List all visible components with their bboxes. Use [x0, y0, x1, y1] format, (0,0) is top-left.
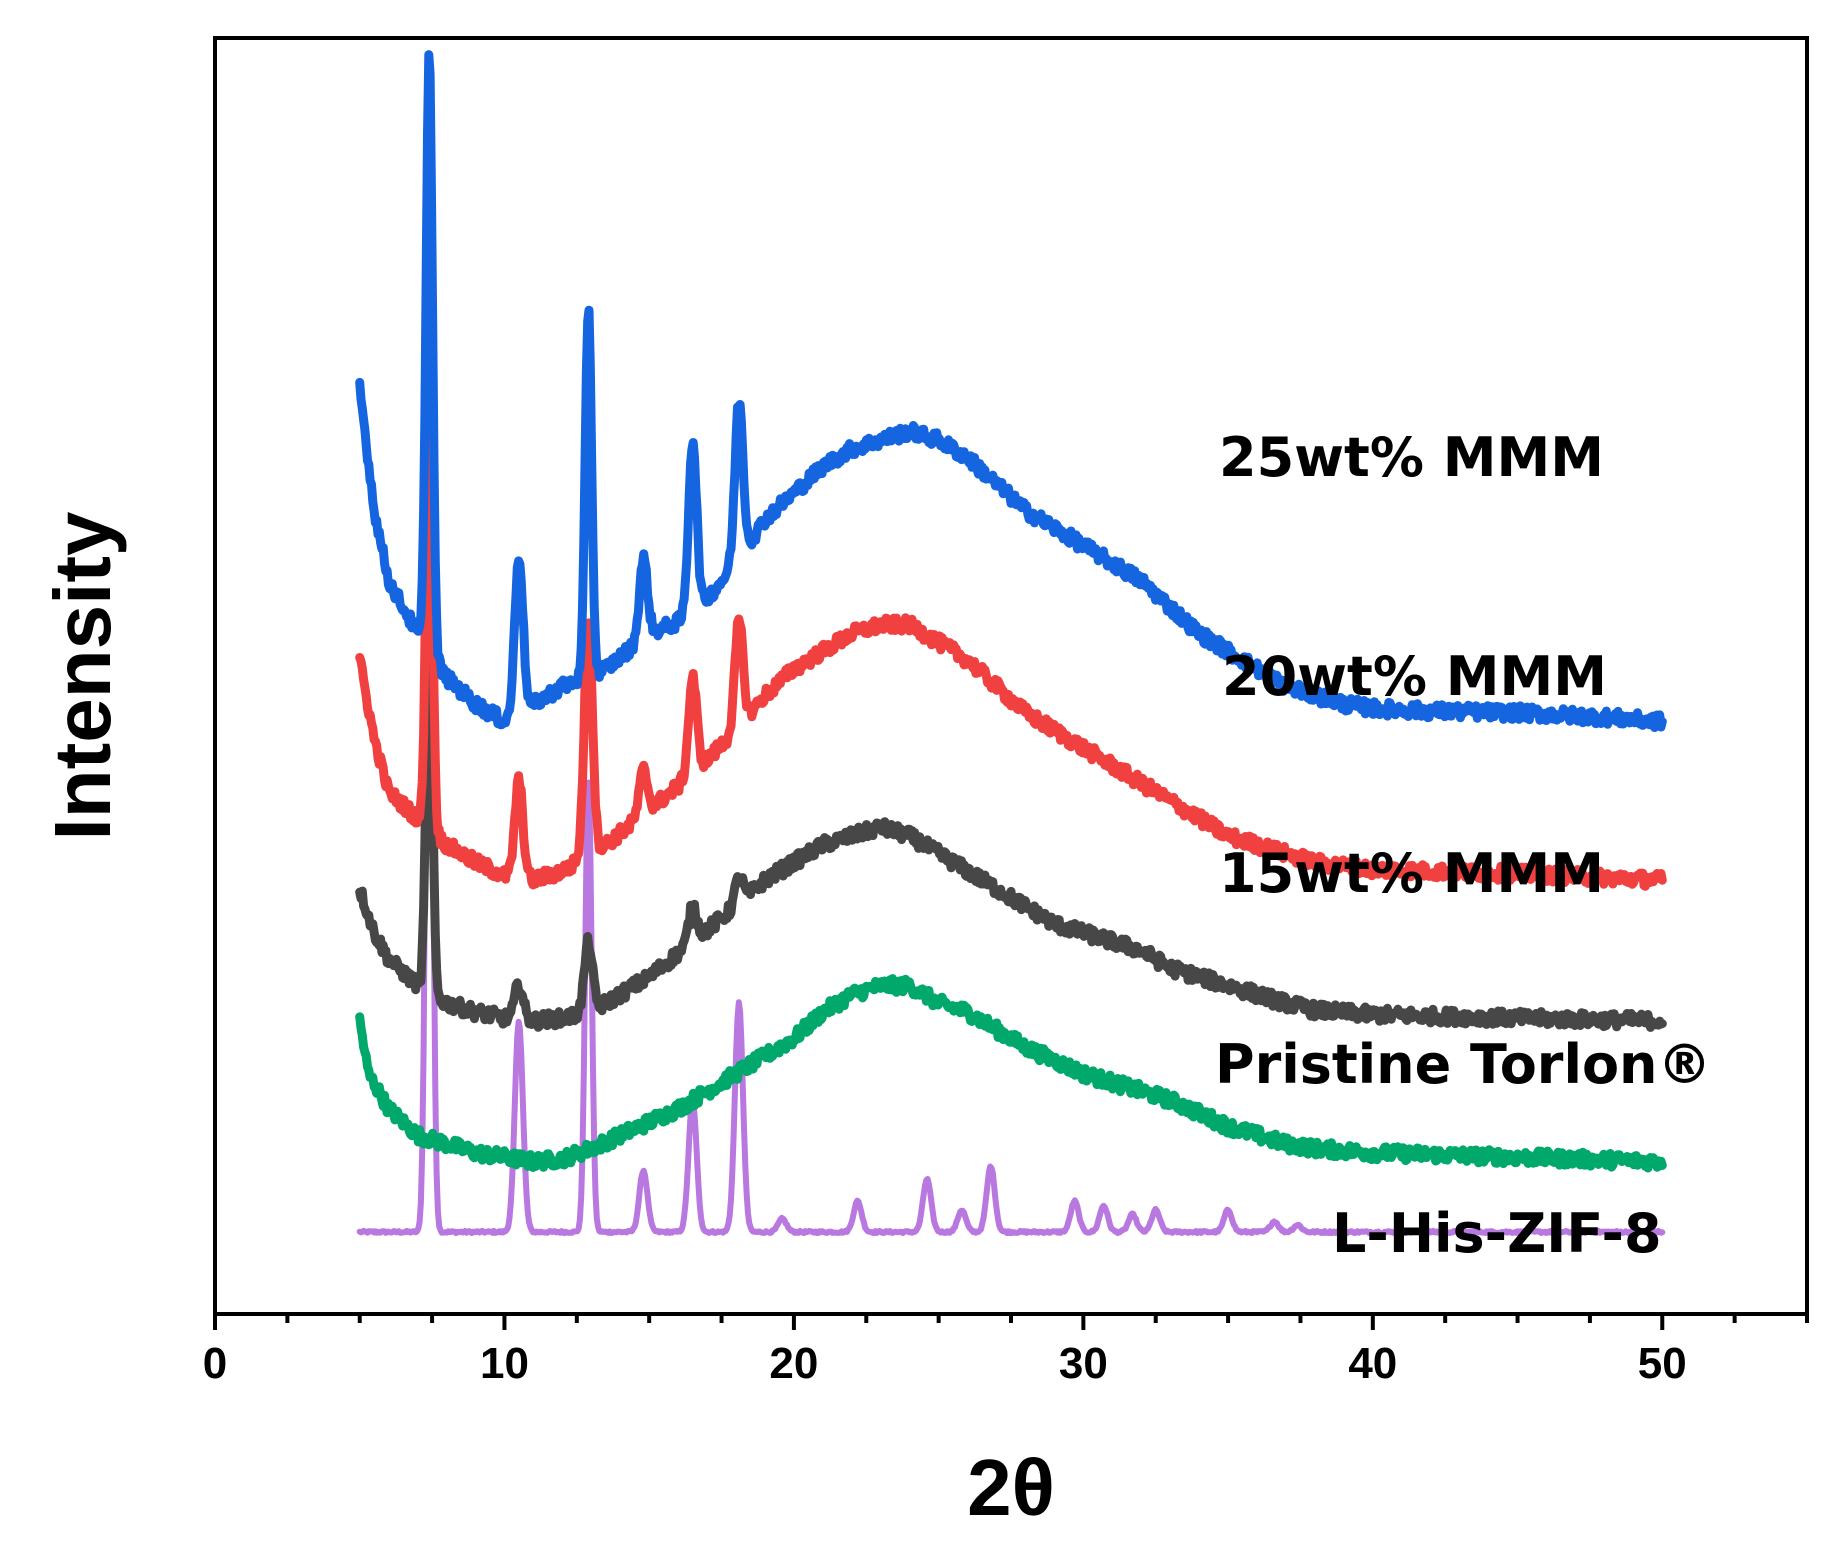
series-label-0: 25wt% MMM [1219, 426, 1604, 489]
series-line-25wt-mmm [355, 50, 1667, 732]
x-ticks: 0 10 20 30 40 50 [203, 1314, 1809, 1388]
x-tick-label: 10 [480, 1339, 529, 1388]
plot-lines [355, 50, 1667, 1237]
series-label-2: 15wt% MMM [1219, 842, 1604, 905]
series-label-4: L-His-ZIF-8 [1332, 1202, 1662, 1265]
series-labels: 25wt% MMM 20wt% MMM 15wt% MMM Pristine Torl… [1215, 426, 1712, 1265]
x-tick-label: 0 [203, 1339, 227, 1388]
x-tick-label: 40 [1348, 1339, 1397, 1388]
series-label-1: 20wt% MMM [1222, 645, 1607, 708]
series-line-pristine-torlon [355, 974, 1667, 1173]
x-tick-label: 30 [1059, 1339, 1108, 1388]
x-axis-title: 2θ [967, 1443, 1055, 1532]
series-line-l-his-zif-8 [356, 357, 1666, 1237]
series-label-3: Pristine Torlon® [1215, 1033, 1712, 1096]
series-line-15wt-mmm [355, 618, 1667, 1032]
y-axis-title: Intensity [38, 511, 127, 840]
x-tick-label: 20 [769, 1339, 818, 1388]
series-line-20wt-mmm [355, 392, 1667, 891]
x-tick-label: 50 [1638, 1339, 1687, 1388]
